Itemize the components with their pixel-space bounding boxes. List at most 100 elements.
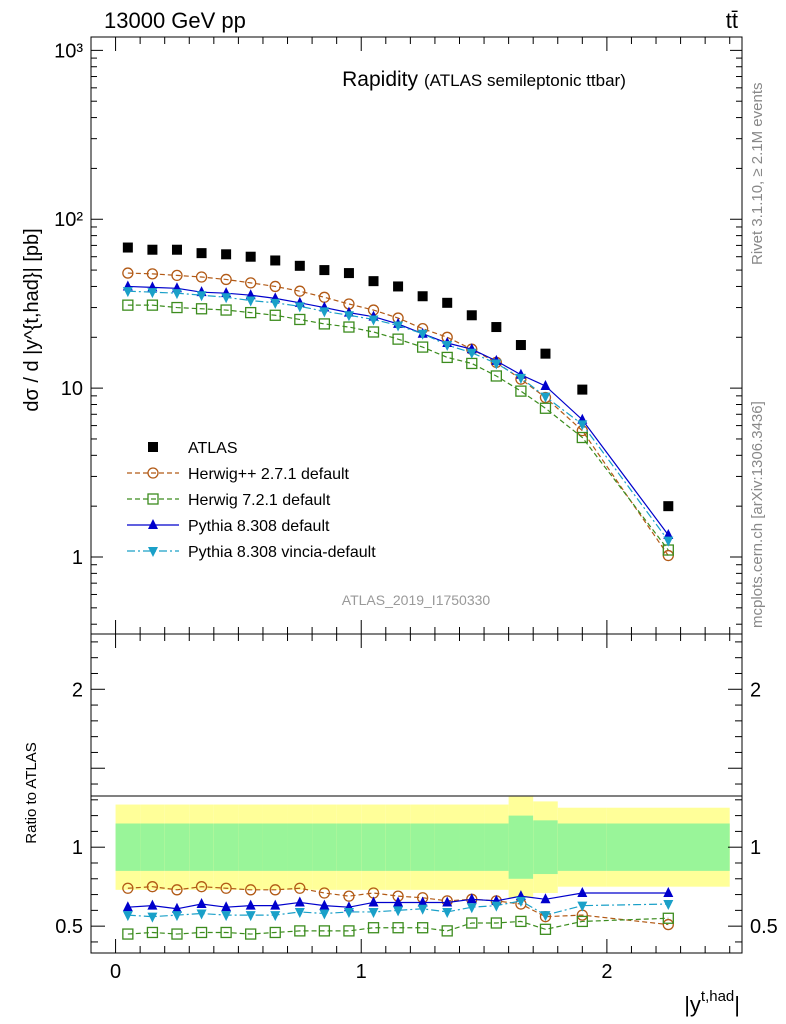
legend-marker — [147, 467, 159, 479]
ratio-y-tick-label-right: 0.5 — [750, 916, 778, 938]
legend-label: Pythia 8.308 vincia-default — [188, 544, 376, 561]
legend-label: Pythia 8.308 default — [188, 518, 330, 535]
data-point-herwig7 — [343, 321, 355, 333]
ratio-point-pythia — [368, 896, 379, 907]
data-point-atlas — [294, 260, 305, 271]
ratio-point-herwigpp — [146, 881, 159, 893]
series-atlas — [122, 242, 674, 512]
data-point-atlas — [491, 322, 502, 333]
data-point-pythia — [663, 528, 674, 539]
ratio-point-herwig7 — [367, 922, 380, 934]
legend-item: Pythia 8.308 vincia-default — [127, 544, 376, 561]
ratio-point-vincia — [196, 909, 207, 920]
data-point-atlas — [417, 291, 428, 302]
ratio-point-herwigpp — [662, 918, 674, 931]
data-point-herwigpp — [220, 273, 232, 286]
ratio-band-inner — [484, 823, 509, 871]
ratio-panel-frame — [90, 633, 743, 954]
ratio-band-inner — [557, 823, 607, 871]
rivet-label: Rivet 3.1.10, ≥ 2.1M events — [749, 83, 766, 266]
ratio-point-pythia — [417, 896, 428, 907]
data-point-herwig7 — [416, 341, 429, 353]
data-point-herwig7 — [576, 431, 588, 444]
data-point-atlas — [196, 248, 207, 259]
data-point-vincia — [393, 321, 404, 332]
ratio-band-inner — [606, 823, 730, 871]
ratio-band-inner — [140, 823, 165, 871]
x-tick-label: 0 — [110, 961, 121, 983]
ratio-series — [122, 881, 674, 940]
data-point-atlas — [368, 276, 379, 287]
data-point-atlas — [515, 340, 526, 351]
ratio-point-vincia — [122, 911, 133, 922]
ratio-point-vincia — [221, 911, 232, 922]
data-point-herwigpp — [269, 280, 281, 293]
x-axis-label-sup: t,had — [701, 988, 734, 1005]
ratio-point-pythia — [442, 896, 453, 907]
data-point-herwigpp — [318, 291, 331, 303]
ratio-point-herwig7 — [441, 925, 453, 937]
ratio-point-vincia — [491, 901, 502, 912]
ratio-y-tick-label-right: 2 — [750, 679, 761, 701]
ratio-point-pythia — [270, 899, 281, 910]
data-point-vincia — [196, 291, 207, 302]
ratio-point-vincia — [294, 907, 305, 918]
ratio-line-herwigpp — [127, 886, 669, 926]
ratio-point-herwig7 — [220, 926, 232, 939]
ratio-point-vincia — [171, 911, 182, 922]
energy-label: 13000 GeV pp — [104, 8, 246, 33]
ratio-point-herwigpp — [294, 882, 306, 894]
ratio-point-herwig7 — [392, 922, 404, 934]
ratio-band-inner — [385, 823, 411, 871]
ratio-band-inner — [361, 823, 386, 871]
series-line-herwigpp — [127, 272, 669, 556]
ratio-series-herwig7 — [122, 912, 674, 940]
data-point-vincia — [245, 296, 256, 307]
ratio-point-herwig7 — [245, 928, 257, 940]
data-point-vincia — [663, 536, 674, 547]
ratio-point-herwigpp — [220, 882, 232, 894]
data-point-vincia — [343, 311, 354, 322]
ratio-point-vincia — [245, 911, 256, 922]
y-tick-label: 10³ — [54, 40, 83, 62]
ratio-band-inner — [189, 823, 214, 871]
ratio-point-pythia — [147, 899, 158, 910]
process-label: tt̄ — [726, 8, 738, 33]
ratio-point-herwig7 — [539, 923, 552, 935]
y-tick-label: 1 — [72, 547, 83, 569]
legend-item: Herwig 7.2.1 default — [127, 492, 331, 509]
x-axis-label-main: |y — [684, 992, 701, 1017]
data-point-herwig7 — [392, 333, 404, 345]
ratio-point-vincia — [442, 907, 453, 918]
data-point-herwig7 — [367, 326, 380, 338]
data-point-atlas — [171, 244, 182, 255]
ratio-point-pythia — [245, 899, 256, 910]
ratio-point-herwigpp — [195, 881, 208, 893]
legend-label: Herwig++ 2.7.1 default — [188, 466, 350, 483]
data-point-herwig7 — [466, 357, 478, 370]
legend-marker — [147, 493, 159, 505]
chart-title: Rapidity — [342, 68, 418, 91]
data-point-vincia — [171, 289, 182, 300]
ratio-band-inner — [508, 815, 534, 879]
ratio-point-herwig7 — [576, 915, 588, 928]
ratio-point-pythia — [196, 898, 207, 909]
data-point-vincia — [294, 302, 305, 313]
ratio-band-inner — [238, 823, 263, 871]
ratio-point-herwigpp — [343, 890, 355, 902]
data-point-vincia — [466, 348, 477, 359]
data-point-herwig7 — [195, 303, 208, 315]
ratio-point-herwig7 — [343, 925, 355, 937]
data-point-vincia — [270, 298, 281, 309]
data-point-atlas — [270, 255, 281, 266]
ratio-band-inner — [336, 823, 362, 871]
x-axis-label: |yt,had| — [684, 988, 740, 1017]
ratio-band-inner — [262, 823, 288, 871]
data-point-vincia — [122, 287, 133, 298]
data-point-atlas — [540, 348, 551, 359]
data-point-atlas — [147, 244, 158, 255]
ratio-point-vincia — [417, 904, 428, 915]
data-point-herwig7 — [245, 306, 257, 319]
ratio-point-vincia — [577, 901, 588, 912]
ratio-line-vincia — [127, 900, 669, 918]
